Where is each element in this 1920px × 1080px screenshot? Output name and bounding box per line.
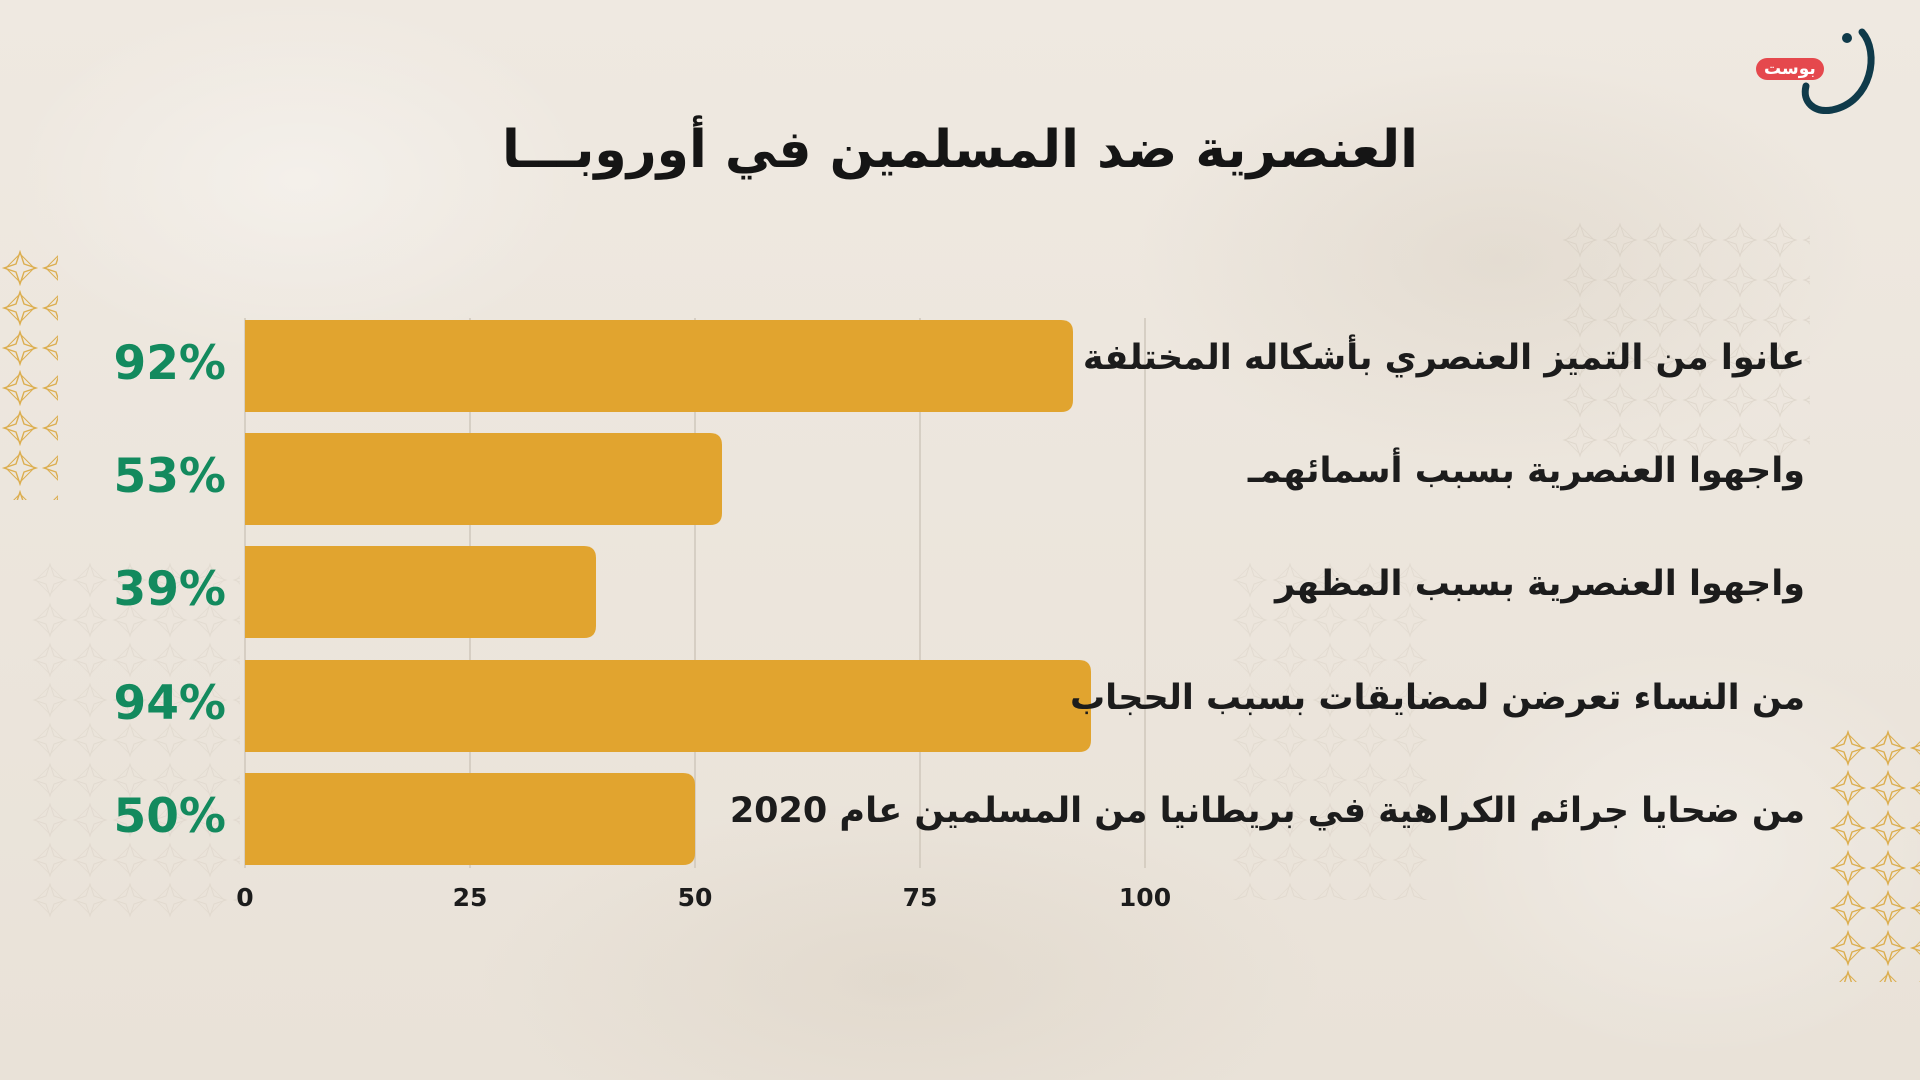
category-label: من النساء تعرضن لمضايقات بسبب الحجاب (1069, 678, 1805, 718)
category-label: من ضحايا جرائم الكراهية في بريطانيا من ا… (729, 791, 1805, 831)
category-label: واجهوا العنصرية بسبب أسمائهمـ (1247, 451, 1805, 491)
left-pattern-decoration (0, 248, 58, 500)
brand-badge: بوست (1756, 58, 1824, 80)
value-label: 92% (113, 336, 227, 391)
bars (245, 320, 1091, 865)
value-label: 39% (113, 562, 227, 617)
value-label: 94% (113, 676, 227, 731)
category-label: واجهوا العنصرية بسبب المظهر (1274, 564, 1805, 604)
bar (245, 546, 596, 638)
chart-title: العنصرية ضد المسلمين في أوروبـــا (502, 120, 1418, 180)
x-tick-label: 25 (453, 883, 488, 912)
x-tick-label: 75 (903, 883, 938, 912)
x-tick-label: 100 (1119, 883, 1171, 912)
x-axis-ticks: 0 25 50 75 100 (236, 883, 1171, 912)
faint-pattern-decoration (30, 560, 240, 920)
x-tick-label: 50 (678, 883, 713, 912)
bar (245, 320, 1073, 412)
x-tick-label: 0 (236, 883, 253, 912)
value-label: 53% (113, 449, 227, 504)
bar (245, 773, 695, 865)
right-pattern-decoration (1828, 728, 1920, 982)
noon-logo-icon (1801, 28, 1875, 114)
bar (245, 433, 722, 525)
category-label: عانوا من التميز العنصري بأشكاله المختلفة (1082, 338, 1805, 378)
value-label: 50% (113, 789, 227, 844)
faint-pattern-decoration (1560, 220, 1810, 460)
bar (245, 660, 1091, 752)
brand-logo: بوست (1752, 22, 1884, 118)
faint-pattern-decoration (1230, 560, 1430, 900)
